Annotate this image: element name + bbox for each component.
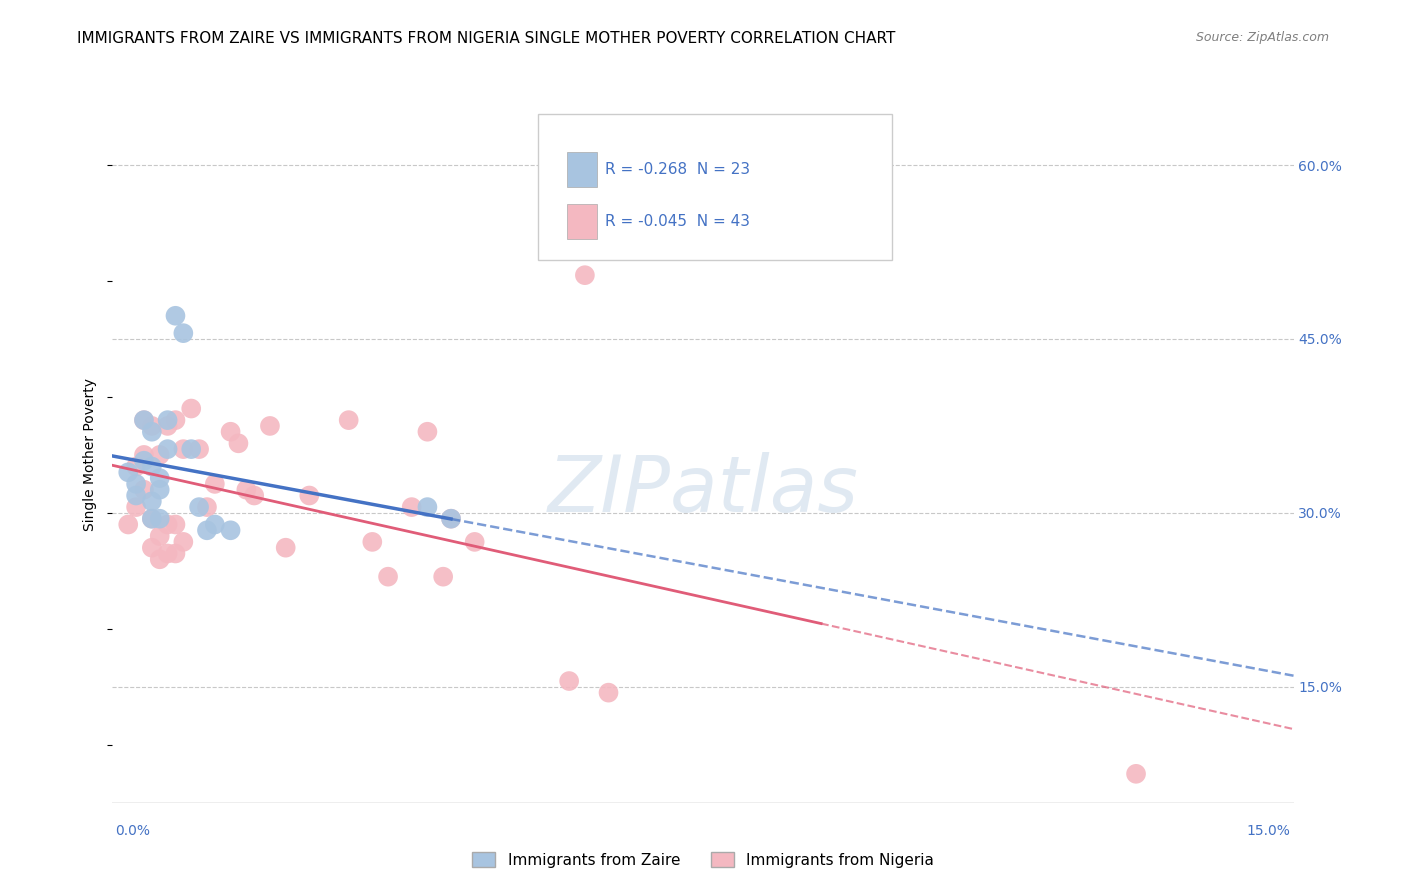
Point: [117, 466, 139, 480]
Point: [132, 453, 155, 467]
Point: [204, 517, 226, 532]
Point: [149, 483, 172, 497]
Point: [401, 500, 423, 514]
Point: [125, 459, 148, 474]
Point: [204, 476, 226, 491]
Point: [464, 534, 486, 549]
Point: [337, 413, 360, 427]
Point: [298, 489, 321, 503]
Point: [156, 413, 179, 427]
Text: ZIPatlas: ZIPatlas: [547, 451, 859, 528]
Text: Source: ZipAtlas.com: Source: ZipAtlas.com: [1195, 31, 1329, 45]
Point: [188, 442, 211, 456]
Point: [180, 442, 202, 456]
Point: [141, 511, 163, 525]
Point: [598, 685, 620, 699]
Point: [188, 500, 211, 514]
Text: R = -0.268  N = 23: R = -0.268 N = 23: [605, 162, 749, 178]
Point: [132, 413, 155, 427]
FancyBboxPatch shape: [567, 153, 596, 187]
Point: [125, 489, 148, 503]
Point: [228, 436, 250, 450]
Point: [156, 442, 179, 456]
Point: [172, 442, 194, 456]
Point: [165, 546, 187, 561]
FancyBboxPatch shape: [567, 204, 596, 239]
Point: [165, 413, 187, 427]
Point: [558, 674, 581, 689]
Point: [132, 483, 155, 497]
Text: 0.0%: 0.0%: [115, 824, 150, 838]
Point: [149, 552, 172, 566]
Point: [141, 541, 163, 555]
Point: [1125, 766, 1147, 781]
Point: [156, 546, 179, 561]
Point: [132, 413, 155, 427]
Y-axis label: Single Mother Poverty: Single Mother Poverty: [83, 378, 97, 532]
Point: [156, 418, 179, 433]
Point: [125, 500, 148, 514]
Point: [243, 489, 266, 503]
Point: [235, 483, 257, 497]
Point: [440, 511, 463, 525]
Point: [149, 448, 172, 462]
Text: 15.0%: 15.0%: [1247, 824, 1291, 838]
Point: [195, 500, 218, 514]
Point: [156, 517, 179, 532]
Point: [141, 418, 163, 433]
Point: [416, 500, 439, 514]
Point: [165, 309, 187, 323]
Point: [141, 459, 163, 474]
Point: [259, 418, 281, 433]
Point: [416, 425, 439, 439]
Point: [361, 534, 384, 549]
Point: [149, 471, 172, 485]
Legend: Immigrants from Zaire, Immigrants from Nigeria: Immigrants from Zaire, Immigrants from N…: [465, 844, 941, 875]
Point: [180, 401, 202, 416]
Point: [440, 511, 463, 525]
Point: [132, 448, 155, 462]
Point: [195, 523, 218, 537]
Point: [172, 326, 194, 340]
Point: [172, 534, 194, 549]
Point: [432, 570, 454, 584]
Point: [141, 425, 163, 439]
Point: [377, 570, 399, 584]
Point: [274, 541, 297, 555]
Point: [574, 268, 596, 282]
Point: [141, 511, 163, 525]
Point: [219, 425, 242, 439]
Point: [149, 511, 172, 525]
Point: [117, 517, 139, 532]
Point: [165, 517, 187, 532]
Point: [149, 529, 172, 543]
Text: R = -0.045  N = 43: R = -0.045 N = 43: [605, 214, 749, 229]
Point: [125, 476, 148, 491]
FancyBboxPatch shape: [537, 114, 891, 260]
Text: IMMIGRANTS FROM ZAIRE VS IMMIGRANTS FROM NIGERIA SINGLE MOTHER POVERTY CORRELATI: IMMIGRANTS FROM ZAIRE VS IMMIGRANTS FROM…: [77, 31, 896, 46]
Point: [141, 494, 163, 508]
Point: [219, 523, 242, 537]
